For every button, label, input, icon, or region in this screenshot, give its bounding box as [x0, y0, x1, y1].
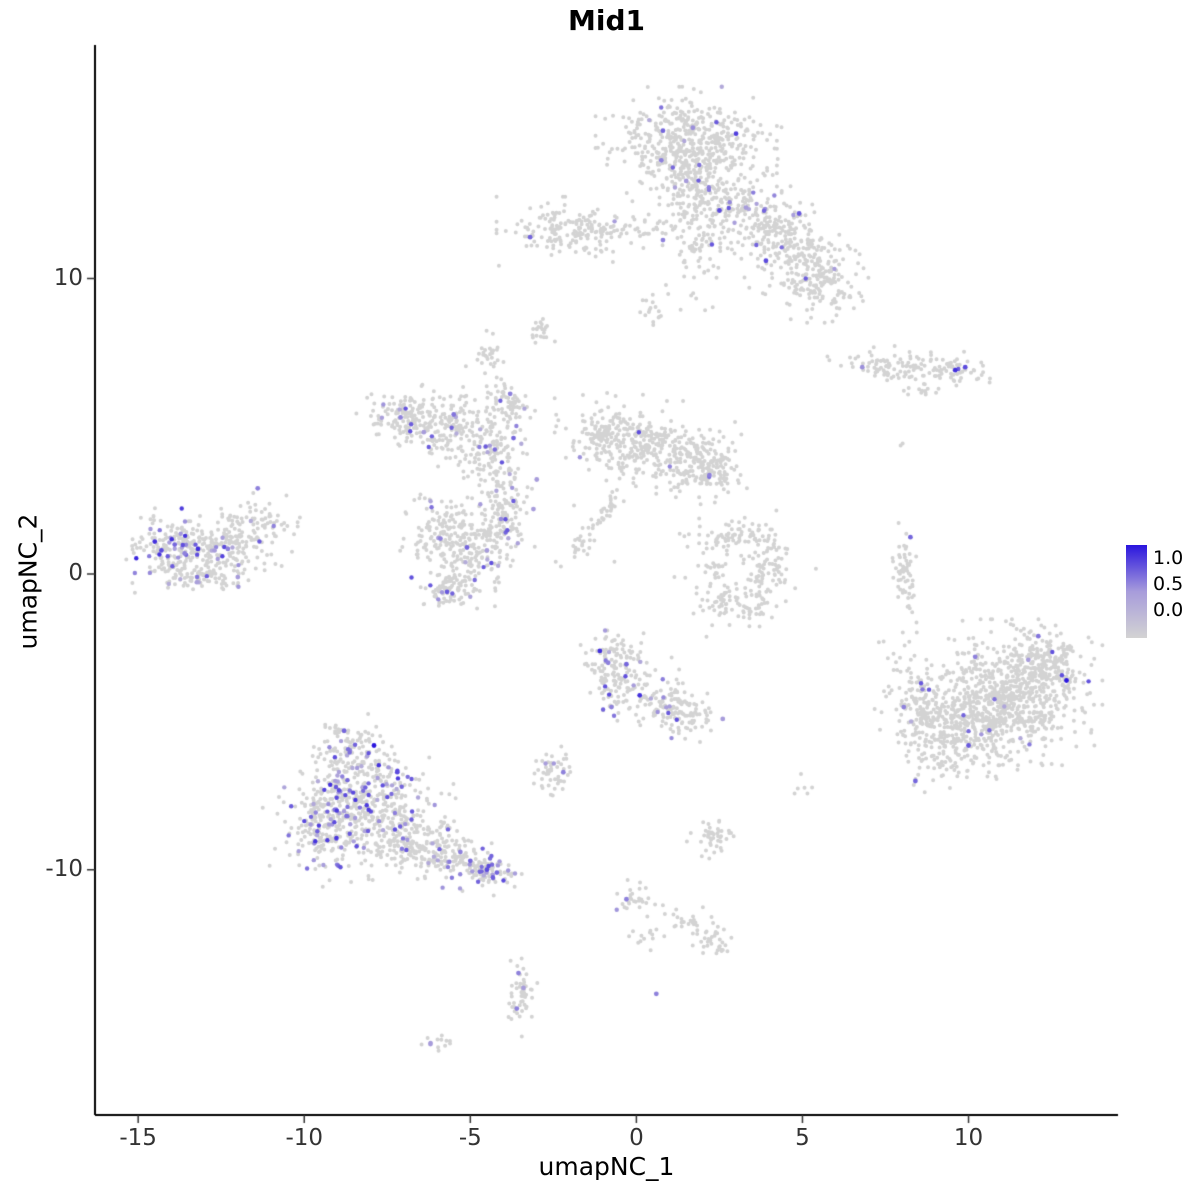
legend-gradient-bar: [1126, 545, 1147, 638]
plot-title: Mid1: [568, 4, 645, 37]
color-legend: 1.0 0.5 0.0: [1126, 545, 1200, 645]
legend-tick-label: 1.0: [1153, 547, 1184, 569]
legend-tick-label: 0.5: [1153, 573, 1184, 595]
legend-tick-label: 0.0: [1153, 599, 1184, 621]
y-axis-label: umapNC_2: [13, 513, 43, 650]
x-axis-label: umapNC_1: [538, 1152, 675, 1181]
